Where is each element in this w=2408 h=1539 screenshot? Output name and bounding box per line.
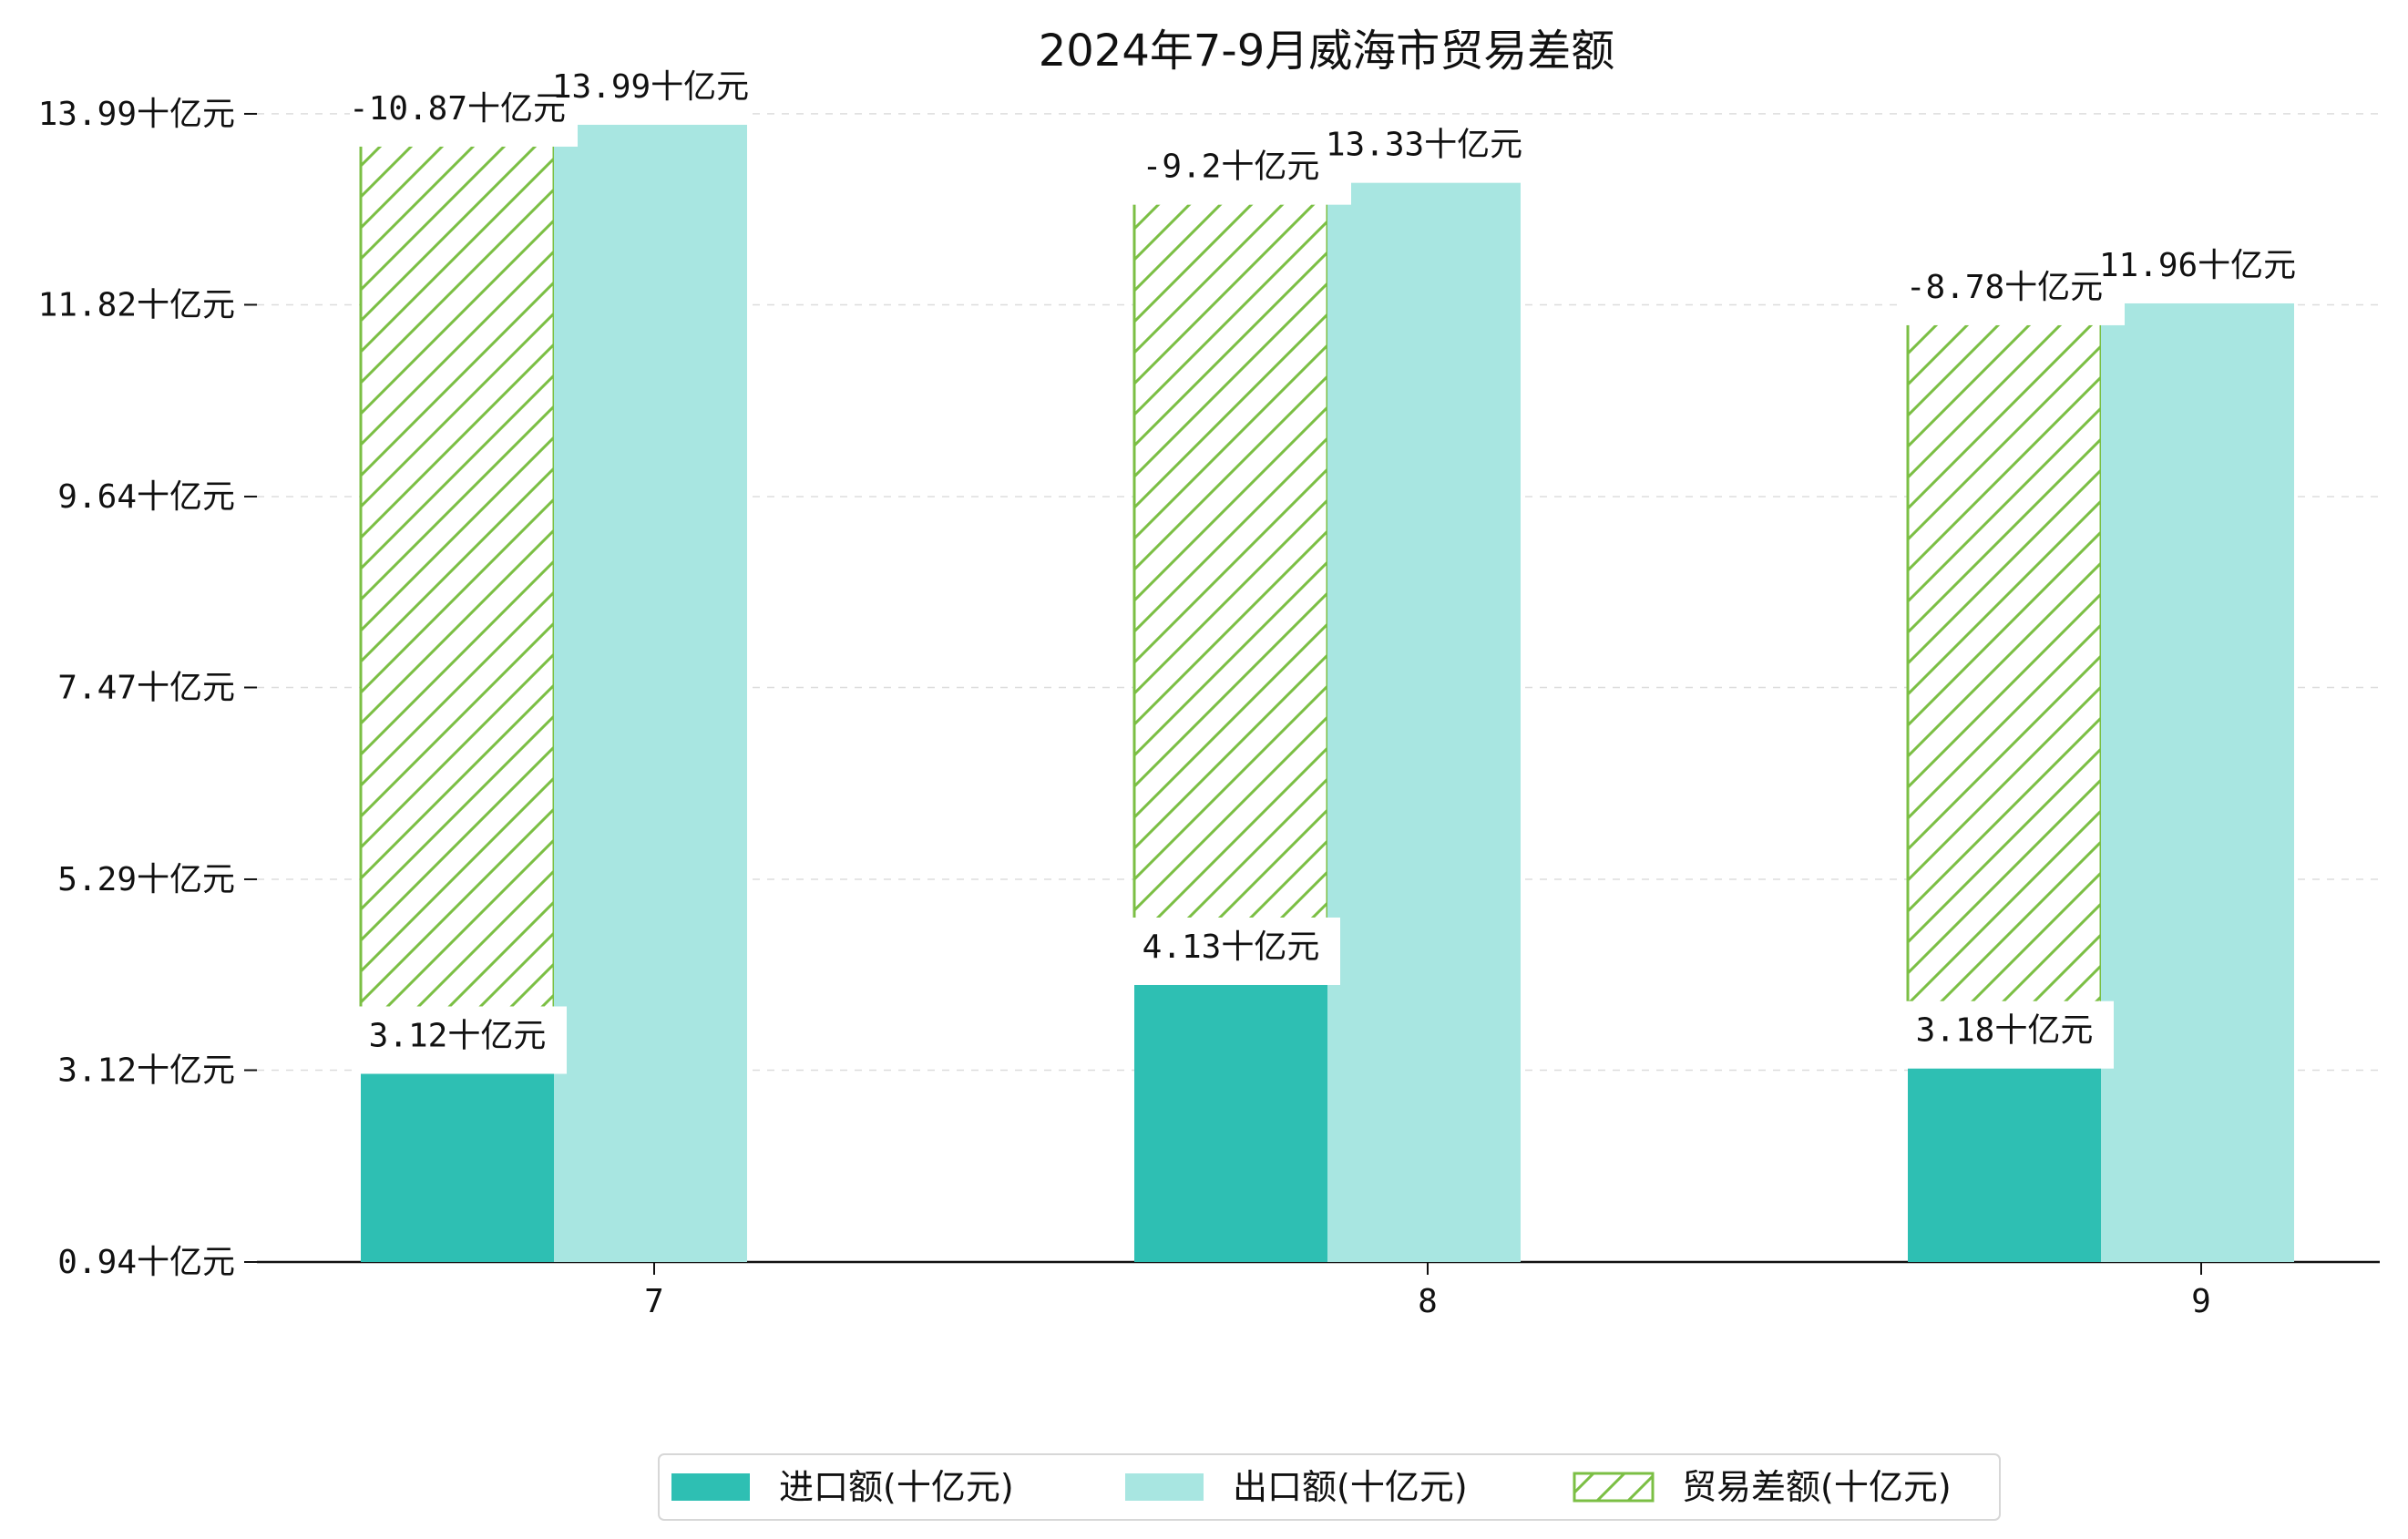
trade-balance-value-label: -10.87十亿元 (349, 90, 566, 128)
legend-trade-balance-swatch (1573, 1472, 1655, 1503)
y-tick-label: 13.99十亿元 (38, 96, 235, 133)
trade-balance-value-label: -9.2十亿元 (1143, 149, 1320, 186)
y-tick-label: 11.82十亿元 (38, 286, 235, 323)
y-tick-label: 9.64十亿元 (57, 478, 235, 516)
export-bar (554, 113, 747, 1263)
import-label-background (1127, 917, 1340, 985)
export-bar (2101, 292, 2294, 1262)
trade-balance-value-label: -8.78十亿元 (1906, 269, 2103, 306)
legend-box (658, 1453, 2001, 1521)
import-label-background (1901, 1000, 2114, 1069)
export-label-background (2117, 239, 2294, 303)
export-value-label: 13.99十亿元 (552, 68, 749, 106)
y-tick-label: 5.29十亿元 (57, 861, 235, 898)
import-value-label: 3.12十亿元 (369, 1018, 547, 1055)
export-value-label: 13.33十亿元 (1326, 127, 1522, 164)
import-bar (1908, 1064, 2101, 1262)
import-value-label: 3.18十亿元 (1916, 1012, 2094, 1050)
x-tick-label: 8 (1418, 1283, 1438, 1320)
legend-trade-balance-label: 贸易差额(十亿元) (1682, 1467, 1952, 1507)
legend-import-swatch (671, 1473, 750, 1501)
import-bar (361, 1070, 554, 1262)
export-label-background (570, 60, 747, 125)
import-value-label: 4.13十亿元 (1143, 929, 1320, 966)
trade-balance-bar (1132, 189, 1329, 983)
legend-import-label: 进口额(十亿元) (779, 1467, 1014, 1507)
chart-title: 2024年7-9月威海市贸易差额 (1039, 26, 1615, 77)
export-value-label: 11.96十亿元 (2099, 247, 2296, 284)
import-label-background (354, 1006, 567, 1074)
trade-balance-label-background (1897, 255, 2125, 325)
trade-balance-label-background (1123, 135, 1351, 205)
trade-balance-bar (1906, 309, 2103, 1067)
export-label-background (1344, 118, 1521, 183)
y-tick-label: 0.94十亿元 (57, 1244, 235, 1281)
x-tick-label: 9 (2191, 1283, 2211, 1320)
x-tick-label: 7 (644, 1283, 664, 1320)
legend-export-label: 出口额(十亿元) (1233, 1467, 1468, 1507)
export-bar (1327, 171, 1521, 1263)
trade-balance-label-background (350, 77, 578, 147)
legend-export-swatch (1125, 1473, 1204, 1501)
import-bar (1134, 980, 1327, 1262)
y-tick-label: 7.47十亿元 (57, 669, 235, 706)
y-tick-label: 3.12十亿元 (57, 1052, 235, 1090)
trade-balance-bar (359, 130, 556, 1072)
